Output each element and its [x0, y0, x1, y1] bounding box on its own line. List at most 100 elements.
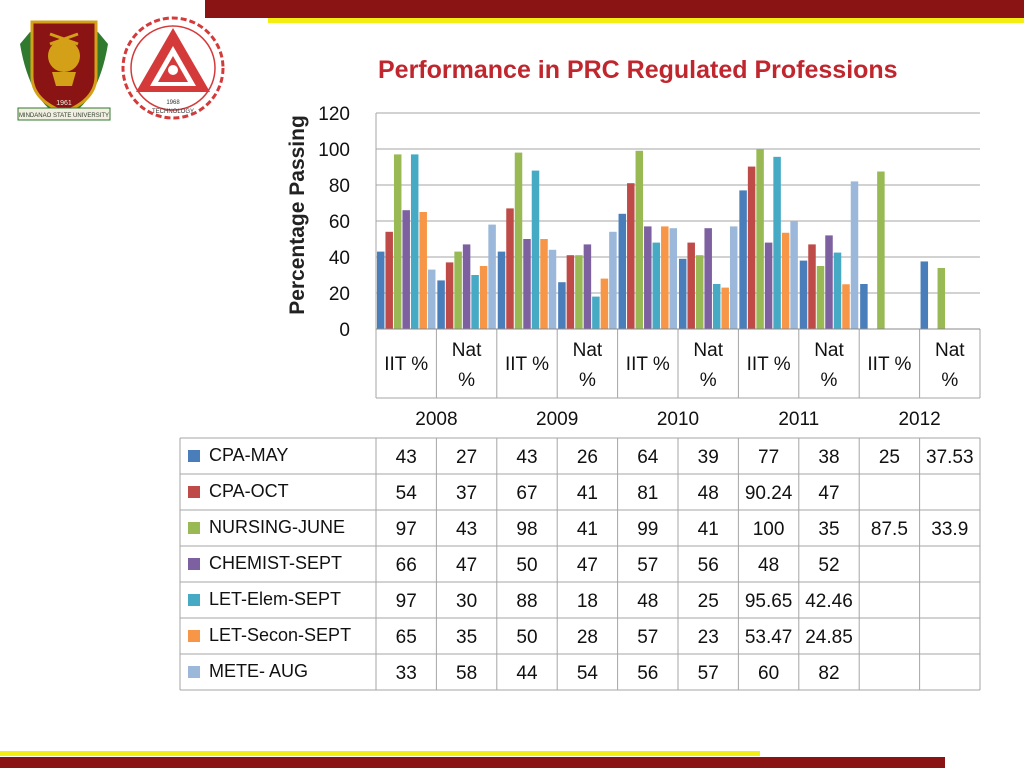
- bar: [548, 249, 557, 329]
- data-label: 24.85: [805, 627, 853, 648]
- x-category-label: %: [821, 370, 838, 391]
- bar: [669, 228, 678, 329]
- y-tick-label: 60: [329, 212, 350, 233]
- bar: [600, 278, 609, 329]
- data-label: 35: [818, 519, 839, 540]
- bar: [462, 244, 471, 329]
- top-banner-red: [205, 0, 1024, 18]
- data-label: 33: [396, 663, 417, 684]
- bar: [583, 244, 592, 329]
- x-category-label: %: [579, 370, 596, 391]
- legend-swatch: [188, 630, 200, 642]
- bar: [488, 224, 496, 329]
- data-label: 39: [698, 447, 719, 468]
- bar: [454, 251, 462, 329]
- data-label: 100: [753, 519, 785, 540]
- bar: [479, 266, 488, 329]
- bar: [712, 284, 721, 329]
- bar: [644, 226, 652, 329]
- top-banner-yellow: [268, 18, 1024, 23]
- bar: [402, 210, 410, 329]
- data-label: 82: [818, 663, 839, 684]
- legend-swatch: [188, 522, 200, 534]
- data-label: 33.9: [931, 519, 968, 540]
- data-label: 97: [396, 519, 417, 540]
- x-group-label: 2012: [898, 409, 940, 430]
- data-label: 43: [456, 519, 477, 540]
- data-label: 48: [637, 591, 658, 612]
- data-label: 50: [516, 555, 537, 576]
- x-category-label: Nat: [452, 340, 482, 361]
- legend-label: CPA-MAY: [209, 445, 288, 465]
- x-group-label: 2008: [415, 409, 457, 430]
- data-label: 54: [396, 483, 418, 504]
- chart-title: Performance in PRC Regulated Professions: [378, 56, 898, 84]
- bar: [739, 190, 747, 329]
- bar: [661, 226, 669, 329]
- legend-swatch: [188, 558, 200, 570]
- bar: [773, 156, 781, 329]
- legend-swatch: [188, 666, 200, 678]
- bar: [756, 149, 764, 329]
- bar: [385, 231, 393, 329]
- x-category-label: IIT %: [384, 354, 428, 375]
- svg-text:MINDANAO STATE UNIVERSITY: MINDANAO STATE UNIVERSITY: [19, 113, 109, 119]
- x-group-label: 2009: [536, 409, 578, 430]
- bar: [558, 282, 566, 329]
- data-label: 48: [758, 555, 779, 576]
- bar: [704, 228, 712, 329]
- bar: [540, 239, 548, 329]
- legend-label: NURSING-JUNE: [209, 517, 345, 537]
- bar: [506, 208, 514, 329]
- data-label: 28: [577, 627, 598, 648]
- bar: [687, 242, 695, 329]
- university-seal-logo: 1961 MINDANAO STATE UNIVERSITY: [10, 14, 118, 122]
- legend-label: LET-Secon-SEPT: [209, 625, 351, 645]
- data-label: 23: [698, 627, 719, 648]
- bar: [618, 213, 627, 329]
- bar: [842, 284, 850, 329]
- bar: [937, 267, 946, 329]
- data-label: 81: [637, 483, 658, 504]
- data-label: 25: [698, 591, 719, 612]
- y-tick-label: 0: [339, 320, 350, 341]
- bar: [808, 244, 816, 329]
- bar: [860, 284, 868, 329]
- bar: [695, 255, 704, 329]
- bar: [833, 252, 842, 329]
- y-tick-label: 100: [318, 140, 350, 161]
- bar: [609, 231, 617, 329]
- bar: [376, 251, 385, 329]
- x-category-label: IIT %: [747, 354, 791, 375]
- data-label: 47: [818, 483, 839, 504]
- legend-swatch: [188, 486, 200, 498]
- data-label: 27: [456, 447, 477, 468]
- bar: [920, 261, 929, 329]
- x-category-label: Nat: [935, 340, 965, 361]
- data-label: 99: [637, 519, 658, 540]
- y-tick-label: 80: [329, 176, 350, 197]
- bar: [592, 296, 600, 329]
- x-category-label: IIT %: [505, 354, 549, 375]
- data-label: 58: [456, 663, 477, 684]
- data-label: 65: [396, 627, 417, 648]
- legend-swatch: [188, 594, 200, 606]
- y-tick-label: 20: [329, 284, 350, 305]
- bar: [678, 258, 687, 329]
- data-label: 88: [516, 591, 537, 612]
- x-category-label: %: [458, 370, 475, 391]
- data-label: 50: [516, 627, 537, 648]
- data-label: 57: [637, 555, 658, 576]
- legend-label: CHEMIST-SEPT: [209, 553, 342, 573]
- y-tick-label: 120: [318, 104, 350, 125]
- x-category-label: Nat: [693, 340, 723, 361]
- data-label: 57: [637, 627, 658, 648]
- data-label: 53.47: [745, 627, 793, 648]
- data-label: 56: [637, 663, 658, 684]
- bar: [427, 269, 436, 329]
- data-label: 18: [577, 591, 598, 612]
- x-category-label: IIT %: [626, 354, 670, 375]
- bar: [419, 212, 427, 329]
- bar: [850, 181, 859, 329]
- legend-label: CPA-OCT: [209, 481, 289, 501]
